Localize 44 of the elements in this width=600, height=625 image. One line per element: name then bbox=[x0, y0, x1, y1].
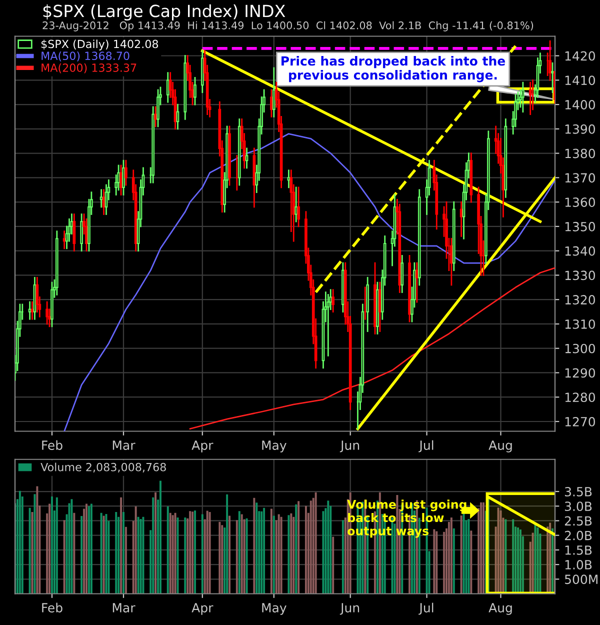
x-tick-label: Mar bbox=[112, 603, 136, 612]
y-tick-label: 1390 bbox=[565, 124, 596, 134]
x-tick-label: Jun bbox=[340, 440, 360, 452]
y-tick-label: 1370 bbox=[565, 173, 596, 183]
y-tick-label: 1310 bbox=[565, 319, 596, 329]
y-tick-label: 1290 bbox=[565, 368, 596, 378]
legend-label: $SPX (Daily) 1402.08 bbox=[41, 40, 158, 50]
x-tick-label: May bbox=[262, 603, 286, 615]
x-tick-label: Jun bbox=[340, 603, 360, 615]
x-tick-label: Feb bbox=[42, 440, 62, 450]
legend-label: Volume 2,083,008,768 bbox=[40, 462, 166, 472]
y-tick-label: 1400 bbox=[565, 100, 596, 110]
legend-label: MA(50) 1368.70 bbox=[42, 51, 130, 62]
x-tick-label: May bbox=[262, 440, 286, 452]
y-tick-label: 1340 bbox=[565, 246, 596, 256]
x-tick-label: Apr bbox=[192, 440, 214, 452]
y-tick-label: 1300 bbox=[565, 344, 596, 354]
y-tick-label: 500M bbox=[564, 574, 598, 584]
y-tick-label: 1360 bbox=[565, 198, 596, 207]
y-tick-label: 1350 bbox=[565, 222, 596, 232]
x-tick-label: Aug bbox=[488, 440, 512, 452]
y-tick-label: 1280 bbox=[565, 392, 596, 402]
chart-subtitle: 23-Aug-2012 Op 1413.49 Hi 1413.49 Lo 1400.50 Cl 1402.08 Vol 2.1B Chg -11.41 (-0.81%) bbox=[42, 21, 534, 32]
y-tick-label: 2.5B bbox=[564, 516, 592, 526]
y-tick-label: 3.5B bbox=[564, 486, 592, 496]
y-tick-label: 1410 bbox=[565, 76, 596, 86]
y-tick-label: 2.0B bbox=[564, 530, 592, 540]
x-tick-label: Aug bbox=[488, 603, 512, 615]
chart-title: $SPX (Large Cap Index) INDX bbox=[43, 4, 286, 21]
x-tick-label: Jul bbox=[418, 602, 434, 615]
y-tick-label: 1.0B bbox=[565, 560, 592, 570]
y-tick-label: 3.0B bbox=[564, 502, 592, 512]
y-tick-label: 1270 bbox=[565, 416, 596, 426]
y-tick-label: 1380 bbox=[565, 148, 596, 158]
x-tick-label: Mar bbox=[112, 440, 136, 450]
y-tick-label: 1.5B bbox=[565, 546, 592, 555]
y-tick-label: 1420 bbox=[565, 51, 596, 61]
legend-label: MA(200) 1333.37 bbox=[42, 63, 136, 74]
annotation: Price has dropped back into the previous consolidation range. bbox=[282, 56, 506, 82]
x-tick-label: Apr bbox=[192, 603, 214, 615]
y-tick-label: 1320 bbox=[565, 295, 596, 305]
y-tick-label: 1330 bbox=[565, 270, 596, 280]
x-tick-label: Jul bbox=[418, 440, 434, 452]
x-tick-label: Feb bbox=[42, 602, 62, 612]
